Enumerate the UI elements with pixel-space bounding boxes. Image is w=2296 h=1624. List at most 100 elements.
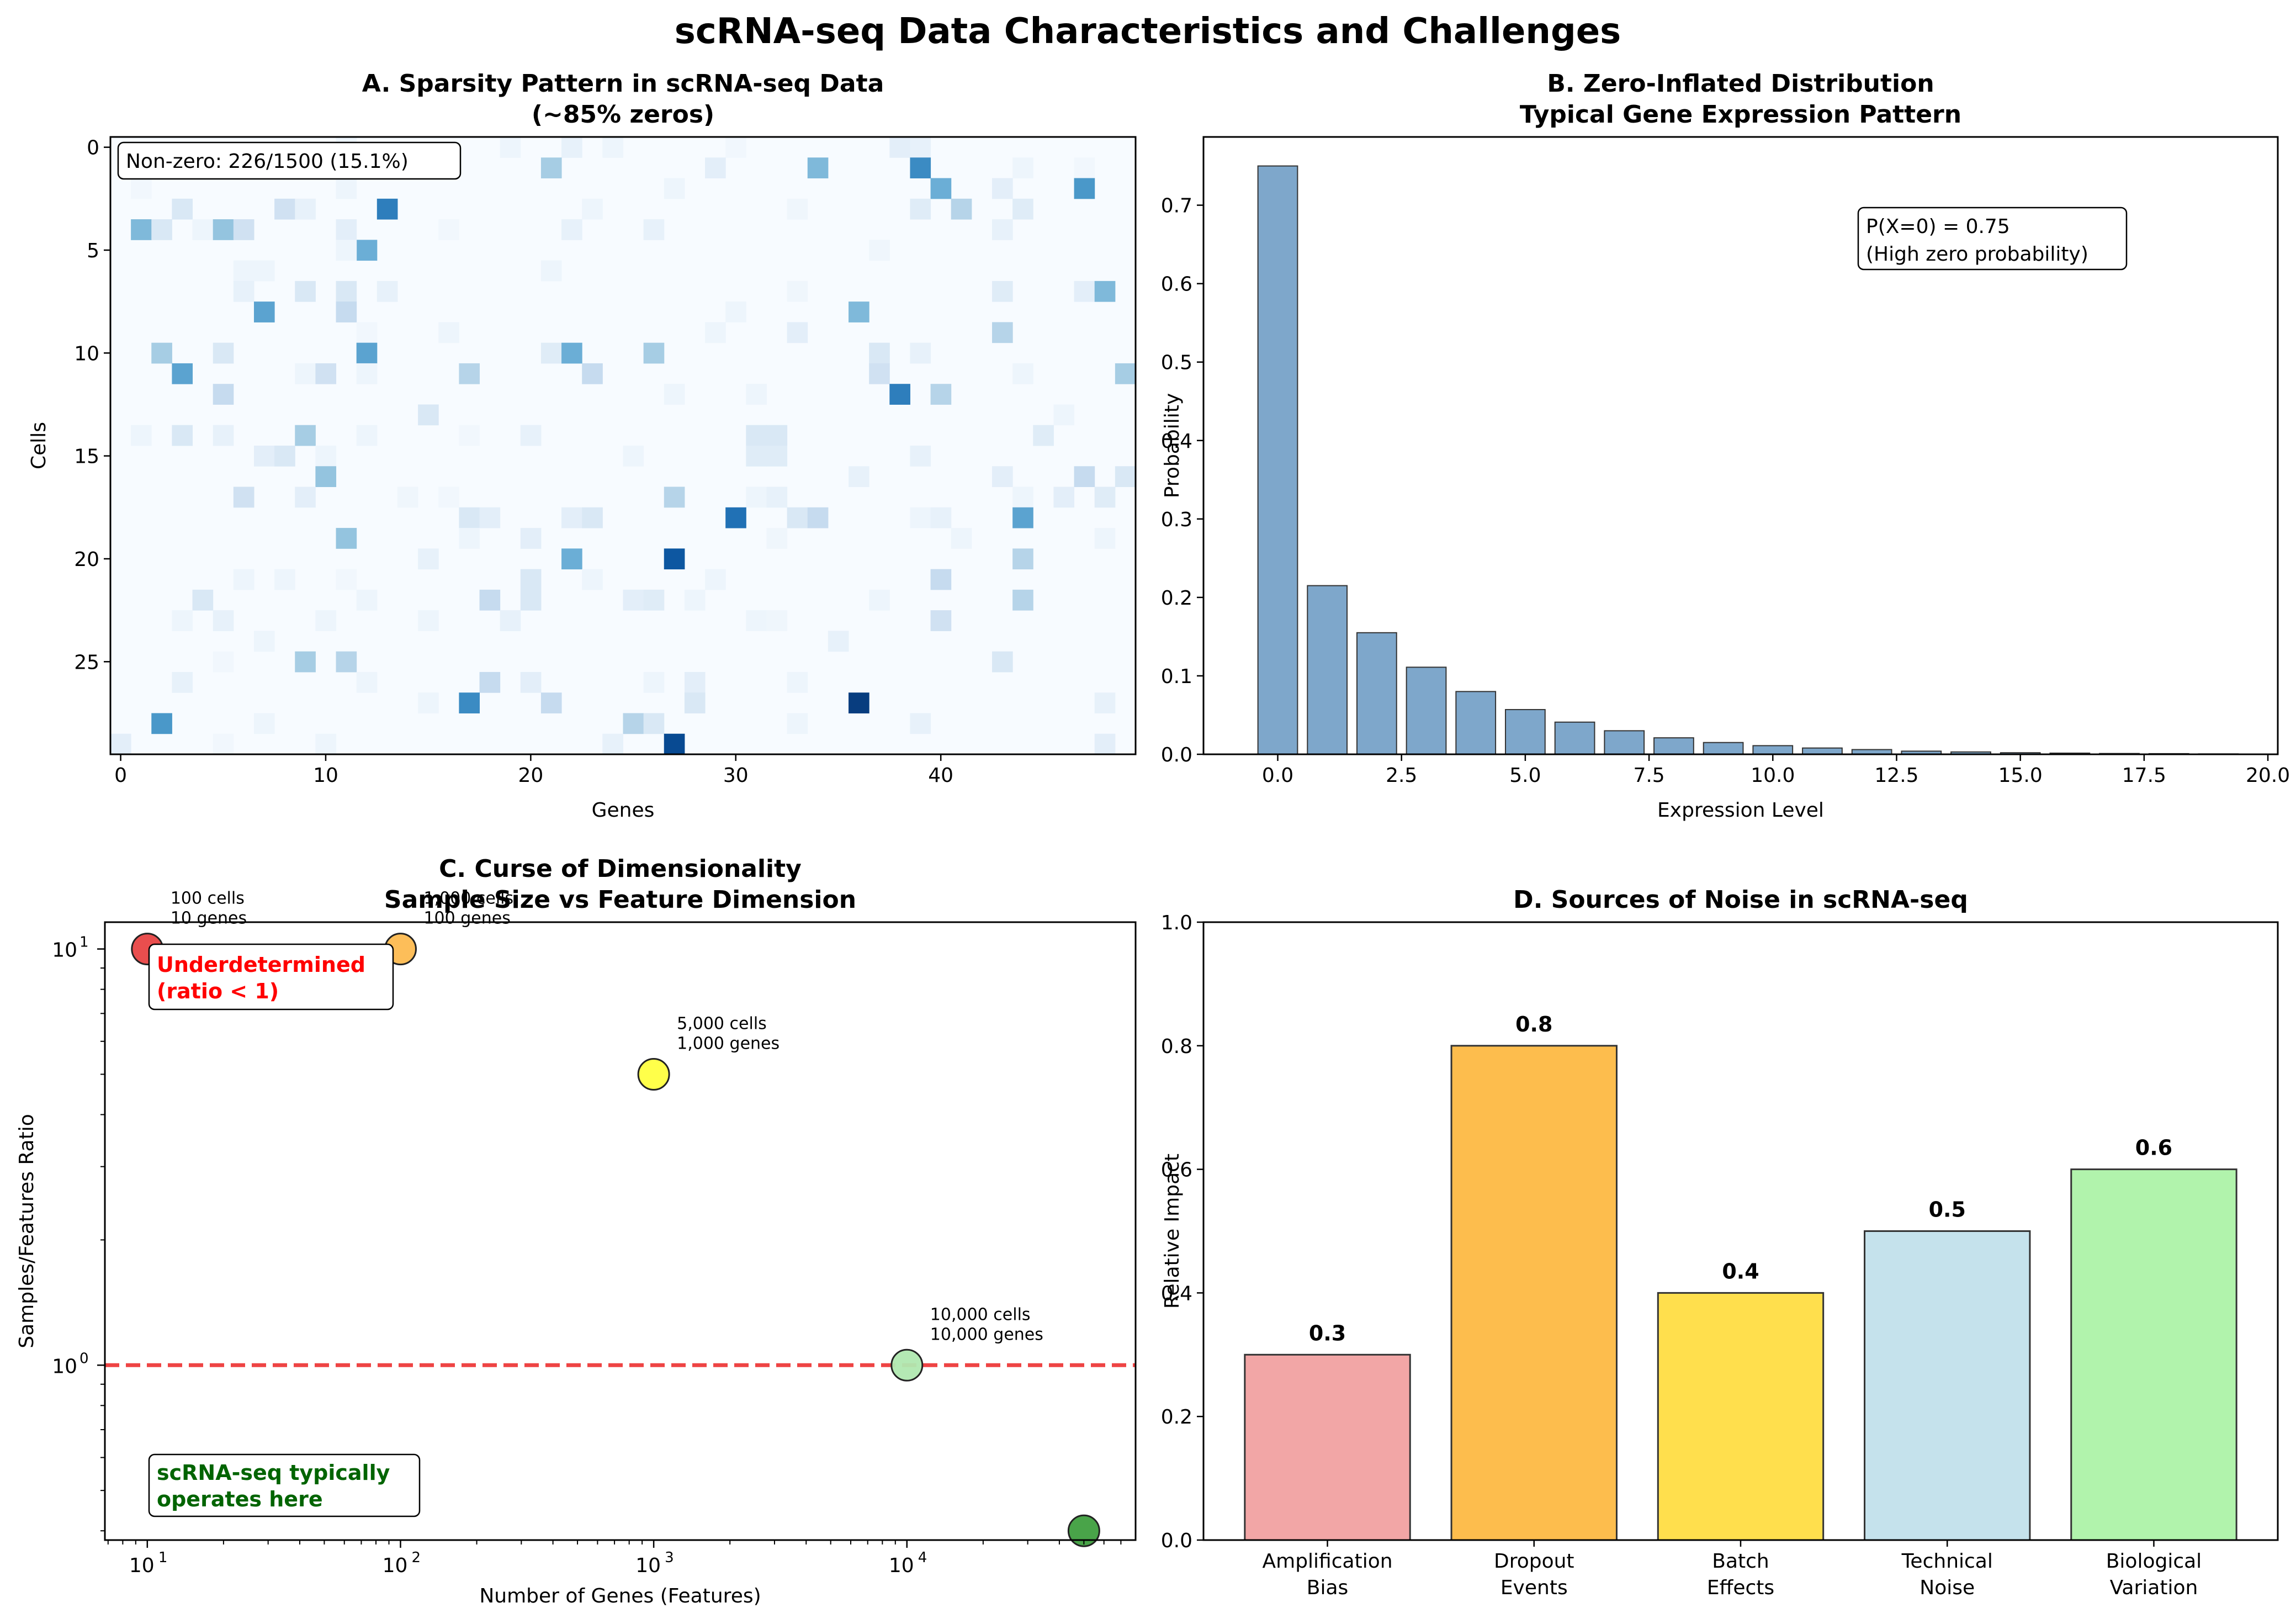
heatmap-cell bbox=[787, 281, 808, 302]
heatmap-cell bbox=[295, 198, 316, 220]
bar-value-label: 0.6 bbox=[2135, 1136, 2172, 1160]
heatmap-cell bbox=[356, 589, 378, 611]
heatmap-cell bbox=[705, 569, 726, 590]
y-tick-label: 0 bbox=[87, 137, 99, 160]
heatmap-cell bbox=[766, 610, 788, 631]
y-axis-label: Relative Impact bbox=[1161, 1154, 1184, 1309]
annotation-box bbox=[1857, 207, 2128, 271]
heatmap-cell bbox=[131, 425, 152, 446]
heatmap-cell bbox=[869, 240, 890, 261]
panel-title: C. Curse of Dimensionality bbox=[439, 855, 802, 883]
heatmap-cell bbox=[1053, 404, 1075, 426]
x-tick-label: Technical bbox=[1901, 1550, 1993, 1573]
heatmap-cell bbox=[1012, 548, 1033, 570]
heatmap-cell bbox=[459, 528, 480, 549]
x-tick-label: 20.0 bbox=[2246, 764, 2290, 787]
heatmap-cell bbox=[1094, 733, 1116, 755]
bar-value-label: 0.3 bbox=[1309, 1321, 1346, 1345]
point-label: 5,000 cells bbox=[677, 1014, 767, 1033]
heatmap-cell bbox=[438, 322, 459, 343]
heatmap-cell bbox=[377, 198, 398, 220]
heatmap-cell bbox=[582, 363, 603, 384]
panel-title: B. Zero-Inflated Distribution bbox=[1547, 70, 1934, 98]
heatmap-cell bbox=[684, 589, 706, 611]
heatmap-cell bbox=[992, 281, 1013, 302]
annotation-box bbox=[117, 141, 462, 180]
noise-source-bar bbox=[1657, 1292, 1825, 1541]
heatmap-cell bbox=[992, 466, 1013, 488]
x-tick-label: Biological bbox=[2106, 1550, 2202, 1573]
x-tick-label: Batch bbox=[1712, 1550, 1769, 1573]
noise-source-bar bbox=[1244, 1353, 1411, 1541]
heatmap-cell bbox=[315, 733, 337, 755]
x-tick-exponent: 1 bbox=[158, 1549, 168, 1566]
distribution-bar bbox=[1455, 691, 1497, 755]
heatmap-cell bbox=[582, 507, 603, 528]
x-tick-label: 15.0 bbox=[1998, 764, 2043, 787]
x-axis-label: Genes bbox=[592, 799, 655, 822]
plot-frame bbox=[104, 921, 1137, 1541]
heatmap-cell bbox=[787, 198, 808, 220]
heatmap-cell bbox=[500, 137, 521, 158]
heatmap-cell bbox=[643, 671, 665, 693]
heatmap-cell bbox=[172, 198, 193, 220]
heatmap-cell bbox=[315, 363, 337, 384]
heatmap-cell bbox=[910, 342, 931, 364]
heatmap-cell bbox=[869, 589, 890, 611]
distribution-bar bbox=[1752, 745, 1794, 755]
heatmap-cell bbox=[172, 610, 193, 631]
heatmap-cell bbox=[561, 137, 582, 158]
heatmap-cell bbox=[274, 198, 295, 220]
heatmap-cell bbox=[253, 301, 275, 322]
y-tick-label: 10 bbox=[52, 1355, 77, 1378]
distribution-bar bbox=[1703, 742, 1744, 755]
plot-frame bbox=[1202, 921, 2279, 1541]
heatmap-cell bbox=[233, 260, 254, 282]
heatmap-cell bbox=[500, 610, 521, 631]
heatmap-cell bbox=[746, 384, 767, 405]
heatmap-cell bbox=[233, 569, 254, 590]
heatmap-cell bbox=[336, 240, 357, 261]
heatmap-cell bbox=[336, 569, 357, 590]
heatmap-cell bbox=[849, 692, 869, 713]
panel-subtitle: (~85% zeros) bbox=[532, 100, 714, 129]
point-label: 1,000 cells bbox=[423, 889, 513, 908]
note-underdetermined: Underdetermined bbox=[157, 953, 365, 977]
y-tick-label: 1.0 bbox=[1161, 912, 1192, 934]
y-axis-label: Cells bbox=[28, 422, 50, 469]
heatmap-cell bbox=[766, 528, 788, 549]
heatmap-cell bbox=[684, 692, 706, 713]
heatmap-cell bbox=[889, 384, 910, 405]
x-tick-label: Noise bbox=[1919, 1577, 1975, 1599]
y-tick-label: 0.8 bbox=[1161, 1035, 1192, 1058]
point-label: 10,000 genes bbox=[930, 1325, 1043, 1344]
annotation-text: (High zero probability) bbox=[1866, 243, 2088, 266]
heatmap-cell bbox=[356, 342, 378, 364]
heatmap-cell bbox=[1094, 528, 1116, 549]
heatmap-cell bbox=[889, 137, 910, 158]
heatmap-cell bbox=[131, 178, 152, 199]
scatter-point bbox=[637, 1057, 670, 1091]
heatmap-cell bbox=[253, 260, 275, 282]
heatmap-cell bbox=[172, 671, 193, 693]
heatmap-cell bbox=[828, 631, 849, 652]
y-tick-exponent: 1 bbox=[79, 934, 89, 951]
heatmap-cell bbox=[438, 219, 459, 240]
x-tick-label: 0 bbox=[114, 764, 127, 787]
heatmap-cell bbox=[253, 713, 275, 734]
heatmap-cell bbox=[643, 589, 665, 611]
heatmap-cell bbox=[131, 219, 152, 240]
x-tick-label: 10 bbox=[889, 1554, 914, 1577]
heatmap-cell bbox=[213, 219, 234, 240]
heatmap-cell bbox=[992, 219, 1013, 240]
heatmap-cell bbox=[274, 569, 295, 590]
heatmap-cell bbox=[540, 692, 562, 713]
panel-a-sparsity-heatmap: 0 10 20 30 40 0 5 10 15 20 25 Genes Cells A. Sparsity… bbox=[28, 70, 1137, 822]
heatmap-cell bbox=[459, 507, 480, 528]
heatmap-cell bbox=[746, 446, 767, 467]
heatmap-cell bbox=[213, 384, 234, 405]
point-label: 100 cells bbox=[171, 889, 245, 908]
heatmap-cell bbox=[295, 486, 316, 508]
heatmap-cell bbox=[787, 671, 808, 693]
heatmap-cell bbox=[336, 281, 357, 302]
